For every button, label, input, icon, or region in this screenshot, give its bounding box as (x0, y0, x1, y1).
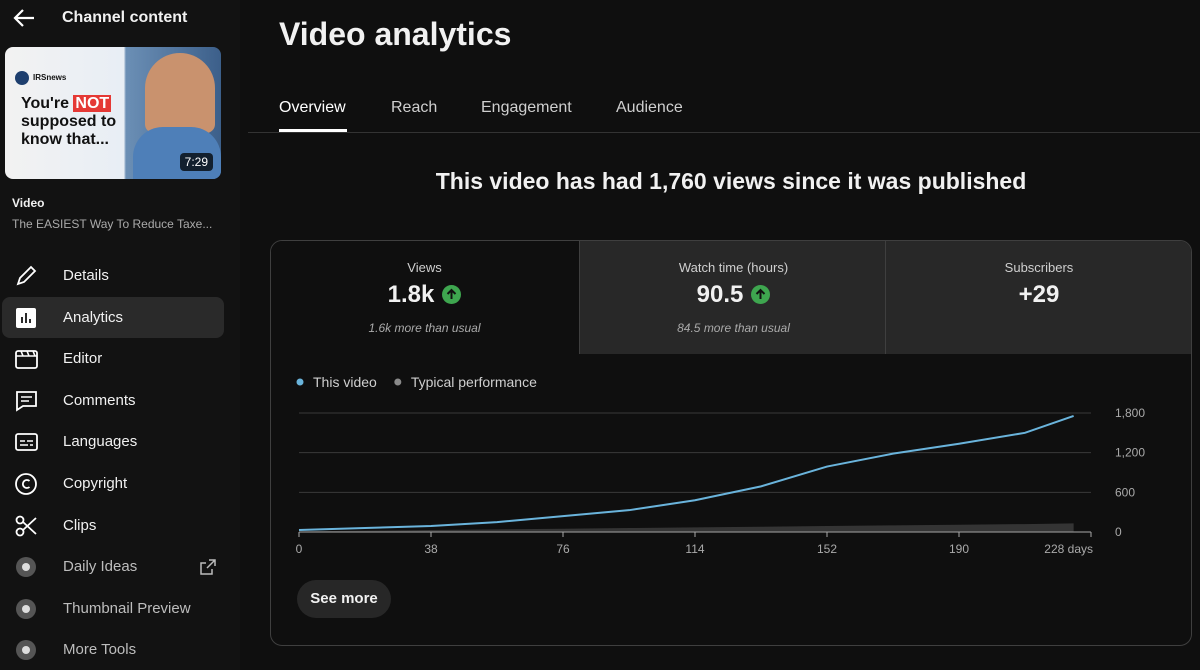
x-tick-label: 38 (424, 542, 438, 556)
external-link-icon (200, 559, 216, 575)
video-thumbnail[interactable]: IRSnews You're NOT supposed to know that… (5, 47, 221, 179)
nav-label: Languages (63, 433, 138, 450)
nav-icon (16, 391, 37, 412)
x-tick-label: 0 (296, 542, 303, 556)
headline-text: You're (21, 95, 69, 112)
nav-icon (16, 265, 37, 286)
chart: This video Typical performance 0 600 1,200 1,… (296, 374, 1146, 556)
legend-label: Typical performance (411, 374, 537, 390)
tab[interactable]: Audience (616, 99, 683, 116)
nav-icon (15, 515, 37, 537)
headline-text: know that... (21, 131, 109, 148)
nav-label: Daily Ideas (63, 558, 138, 575)
back-arrow[interactable] (12, 8, 36, 28)
nav-item[interactable]: Thumbnail Preview (2, 588, 224, 629)
metric-number: 90.5 (696, 281, 744, 308)
metric-value: 1.8k (271, 281, 578, 309)
y-tick-label: 1,800 (1115, 406, 1145, 420)
nav-item[interactable]: Clips (2, 505, 224, 546)
x-tick-label: 228 days (1044, 542, 1093, 556)
nav-icon (16, 599, 36, 619)
video-title: The EASIEST Way To Reduce Taxe... (12, 217, 213, 231)
video-duration: 7:29 (179, 153, 213, 171)
y-tick-label: 0 (1115, 525, 1122, 539)
nav-icon (15, 473, 37, 495)
metric-number: 1.8k (387, 281, 435, 308)
tab[interactable]: Reach (391, 99, 438, 116)
metric-number: +29 (1018, 281, 1060, 308)
metric-tab[interactable]: Subscribers +29 (885, 241, 1191, 354)
nav-item[interactable]: Editor (2, 338, 224, 379)
sidebar: Channel content IRSnews You're NOT suppo… (0, 0, 240, 670)
nav-item[interactable]: Details (2, 255, 224, 296)
metric-tab[interactable]: Views 1.8k 1.6k more than usual (271, 241, 578, 354)
up-icon (751, 285, 771, 304)
tab[interactable]: Engagement (481, 99, 572, 116)
analytics-card: Views 1.8k 1.6k more than usual Watch ti… (270, 240, 1192, 646)
metric-value: 90.5 (580, 281, 887, 309)
nav-item[interactable]: Comments (2, 380, 224, 421)
headline-text: supposed to (21, 113, 117, 130)
x-tick-label: 152 (817, 542, 837, 556)
nav-icon (15, 350, 38, 369)
nav-item[interactable]: Daily Ideas (2, 546, 224, 587)
legend-marker (394, 378, 402, 386)
metric-label: Views (407, 260, 442, 275)
nav-icon (15, 433, 38, 451)
metric-tab[interactable]: Watch time (hours) 90.5 84.5 more than u… (579, 241, 887, 354)
headline-highlight: NOT (73, 95, 112, 112)
legend-label: This video (313, 374, 377, 390)
nav-icon (16, 308, 36, 328)
metric-value: +29 (886, 281, 1191, 309)
tab-underline (279, 129, 347, 132)
x-tick-label: 114 (685, 542, 704, 556)
nav-label: Editor (63, 350, 103, 367)
x-tick-label: 190 (949, 542, 969, 556)
nav-label: Details (63, 267, 109, 284)
nav-icon (16, 557, 36, 577)
line (298, 415, 1074, 532)
thumbnail-face (145, 53, 215, 133)
up-icon (442, 285, 462, 304)
nav-label: Comments (63, 392, 136, 409)
nav-label: Clips (63, 517, 97, 534)
metric-label: Subscribers (1004, 260, 1074, 275)
sidebar-title: Channel content (62, 9, 188, 26)
nav-label: Thumbnail Preview (63, 600, 191, 617)
tab-divider (248, 132, 1200, 133)
thumbnail-headline: You're NOT supposed to know that... (21, 95, 116, 149)
y-tick-label: 600 (1115, 485, 1135, 499)
y-tick-label: 1,200 (1115, 446, 1145, 460)
page-title: Video analytics (279, 16, 512, 52)
nav-label: Copyright (63, 475, 128, 492)
nav-item[interactable]: More Tools (2, 629, 224, 670)
nav-item[interactable]: Copyright (2, 463, 224, 504)
nav-label: More Tools (63, 641, 137, 658)
nav-item[interactable]: Languages (2, 421, 224, 462)
legend-marker (296, 378, 304, 386)
nav-label: Analytics (63, 309, 124, 326)
thumbnail-badge: IRSnews (33, 73, 67, 82)
see-more-button[interactable]: See more (297, 580, 391, 618)
nav-icon (16, 640, 36, 660)
summary: This video has had 1,760 views since it … (435, 168, 1027, 194)
area (299, 523, 1074, 532)
metric-note: 84.5 more than usual (677, 321, 790, 335)
nav-item[interactable]: Analytics (2, 297, 224, 338)
metric-label: Watch time (hours) (678, 260, 789, 275)
tab[interactable]: Overview (279, 99, 346, 116)
video-label: Video (12, 196, 45, 210)
badge-icon (15, 71, 29, 85)
x-tick-label: 76 (556, 542, 570, 556)
metric-note: 1.6k more than usual (368, 321, 481, 335)
